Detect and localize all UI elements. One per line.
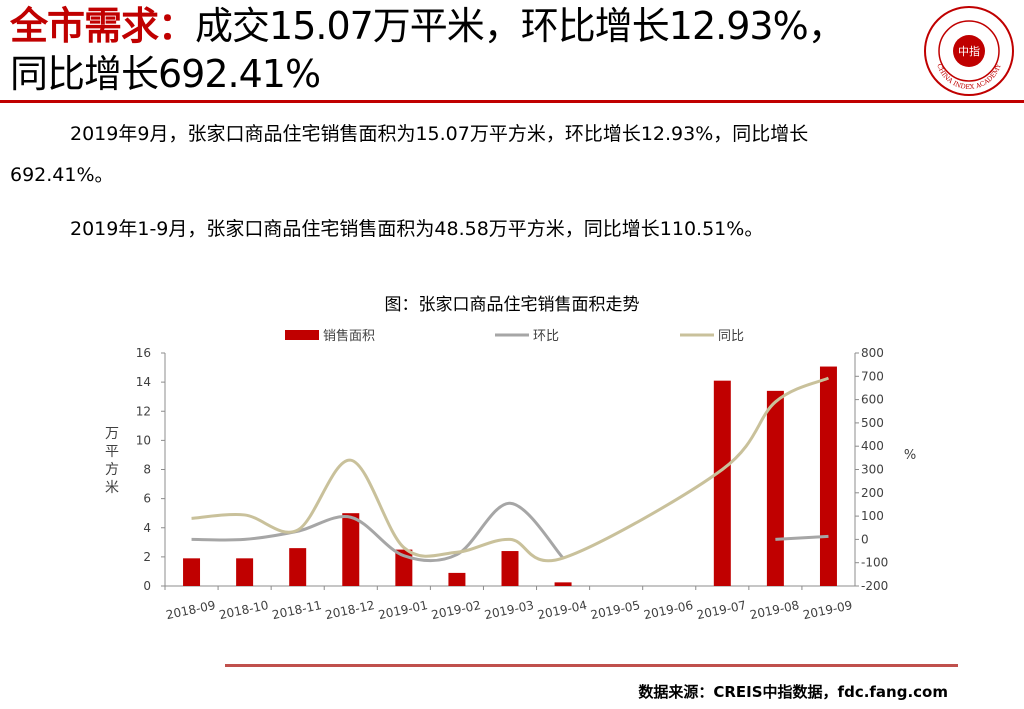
left-tick-label: 14 xyxy=(136,375,151,389)
sales-area-bar xyxy=(342,513,360,586)
paragraph-1-line-1: 2019年9月，张家口商品住宅销售面积为15.07万平方米，环比增长12.93%… xyxy=(70,123,809,145)
x-tick-label: 2019-01 xyxy=(377,598,429,622)
x-tick-label: 2019-08 xyxy=(749,598,801,622)
right-tick-label: 800 xyxy=(861,346,884,360)
x-tick-label: 2019-02 xyxy=(430,598,482,622)
right-tick-label: 600 xyxy=(861,393,884,407)
china-index-academy-logo: 中指 CHINA INDEX ACADEMY xyxy=(924,6,1014,96)
x-tick-label: 2018-11 xyxy=(271,598,323,622)
title-highlight: 全市需求： xyxy=(10,4,196,48)
left-tick-label: 8 xyxy=(143,463,151,477)
mom-series-line xyxy=(191,501,565,563)
mom-series-line xyxy=(775,534,829,541)
left-axis-label-char: 方 xyxy=(105,462,119,478)
sales-area-bar xyxy=(766,390,784,586)
right-tick-label: 100 xyxy=(861,509,884,523)
sales-area-bar xyxy=(289,548,307,586)
right-tick-label: -200 xyxy=(861,579,888,593)
sales-area-bar xyxy=(236,558,254,586)
sales-area-bar xyxy=(183,558,201,586)
sales-area-bar xyxy=(395,549,413,586)
right-tick-label: 700 xyxy=(861,369,884,383)
paragraph-2: 2019年1-9月，张家口商品住宅销售面积为48.58万平方米，同比增长110.… xyxy=(70,218,764,240)
x-tick-label: 2018-12 xyxy=(324,598,376,622)
title-line2: 同比增长692.41% xyxy=(10,52,321,96)
footer-divider xyxy=(225,664,958,667)
left-tick-label: 2 xyxy=(143,550,151,564)
yoy-series-line xyxy=(191,376,830,563)
chart-title: 图：张家口商品住宅销售面积走势 xyxy=(384,295,640,315)
page-title: 全市需求：成交15.07万平米，环比增长12.93%， 同比增长692.41% xyxy=(10,2,910,98)
left-tick-label: 6 xyxy=(143,492,151,506)
left-axis-label-char: 平 xyxy=(105,444,119,460)
left-tick-label: 12 xyxy=(136,404,151,418)
sales-area-bar xyxy=(501,551,519,586)
legend-label: 同比 xyxy=(718,329,744,344)
logo-center-text: 中指 xyxy=(958,44,980,58)
data-source: 数据来源：CREIS中指数据，fdc.fang.com xyxy=(638,683,948,701)
right-tick-label: 300 xyxy=(861,463,884,477)
left-tick-label: 0 xyxy=(143,579,151,593)
sales-area-bar xyxy=(554,582,572,586)
legend-label: 销售面积 xyxy=(323,328,375,344)
legend-swatch-bar xyxy=(285,330,319,340)
right-axis-label: % xyxy=(904,448,916,463)
x-tick-label: 2019-06 xyxy=(642,598,694,622)
title-divider xyxy=(0,100,1024,103)
left-tick-label: 10 xyxy=(136,433,151,447)
left-axis-label-char: 万 xyxy=(105,426,119,442)
x-tick-label: 2018-09 xyxy=(165,598,217,622)
sales-area-bar xyxy=(713,380,731,586)
x-tick-label: 2018-10 xyxy=(218,598,270,622)
sales-area-bar xyxy=(448,572,466,586)
right-tick-label: 500 xyxy=(861,416,884,430)
left-tick-label: 4 xyxy=(143,521,151,535)
x-tick-label: 2019-07 xyxy=(695,598,747,622)
sales-area-bar xyxy=(819,366,837,586)
paragraph-1-line-2: 692.41%。 xyxy=(10,164,114,186)
x-tick-label: 2019-04 xyxy=(536,598,588,622)
right-tick-label: -100 xyxy=(861,556,888,570)
title-line1: 成交15.07万平米，环比增长12.93%， xyxy=(195,4,846,48)
right-tick-label: 400 xyxy=(861,439,884,453)
legend-label: 环比 xyxy=(533,329,559,344)
x-tick-label: 2019-03 xyxy=(483,598,535,622)
x-tick-label: 2019-05 xyxy=(589,598,641,622)
left-tick-label: 16 xyxy=(136,346,151,360)
right-tick-label: 200 xyxy=(861,486,884,500)
right-tick-label: 0 xyxy=(861,532,869,546)
left-axis-label-char: 米 xyxy=(105,480,119,496)
sales-area-chart: 0 2 4 6 8 10 12 14 16 -200 -100 0 100 200 300 400 500 600… xyxy=(105,328,916,622)
x-tick-label: 2019-09 xyxy=(802,598,854,622)
